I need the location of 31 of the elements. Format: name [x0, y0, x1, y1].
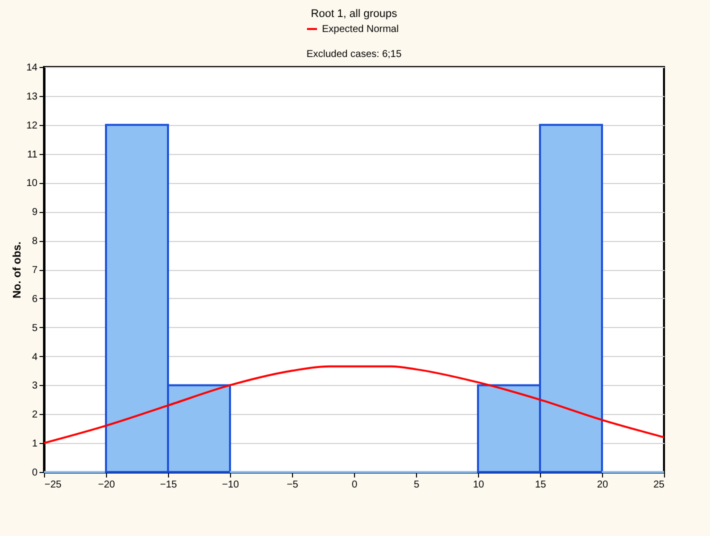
y-tick-label: 1 [32, 438, 38, 450]
y-tick-label: 11 [27, 149, 38, 160]
y-tick-label: 12 [26, 120, 38, 132]
x-tick-label: 20 [596, 480, 608, 490]
y-tick-label: 5 [32, 322, 38, 334]
x-tick-label: −10 [222, 480, 240, 490]
x-tick-label: 5 [414, 480, 420, 490]
y-tick-label: 8 [32, 236, 38, 248]
line-series [43, 365, 665, 444]
y-tick-label: 10 [26, 178, 38, 190]
x-tick-label: 0 [352, 480, 358, 490]
chart-title: Root 1, all groups [310, 8, 398, 20]
y-tick-label: 0 [32, 468, 38, 478]
x-tick-label: 25 [653, 480, 665, 490]
x-tick-label: −20 [98, 480, 116, 490]
y-tick-label: 3 [32, 380, 38, 392]
x-tick-label: 10 [472, 480, 484, 490]
y-tick-label: 7 [32, 265, 38, 276]
x-tick-label: −25 [44, 480, 62, 490]
x-tick-label: −15 [160, 480, 178, 490]
y-axis-title: No. of obs. [11, 242, 24, 298]
y-tick-label: 6 [32, 294, 38, 305]
x-tick-label: −5 [286, 480, 299, 490]
y-tick-label: 4 [32, 352, 38, 363]
text: Excluded cases: 6;15 [306, 49, 402, 60]
y-tick-label: 14 [26, 62, 38, 74]
y-tick-label: 2 [32, 410, 38, 421]
y-tick-label: 13 [26, 91, 38, 102]
y-tick-label: 9 [32, 207, 38, 218]
x-tick-label: 15 [534, 480, 546, 490]
legend-label: Expected Normal [322, 24, 399, 35]
